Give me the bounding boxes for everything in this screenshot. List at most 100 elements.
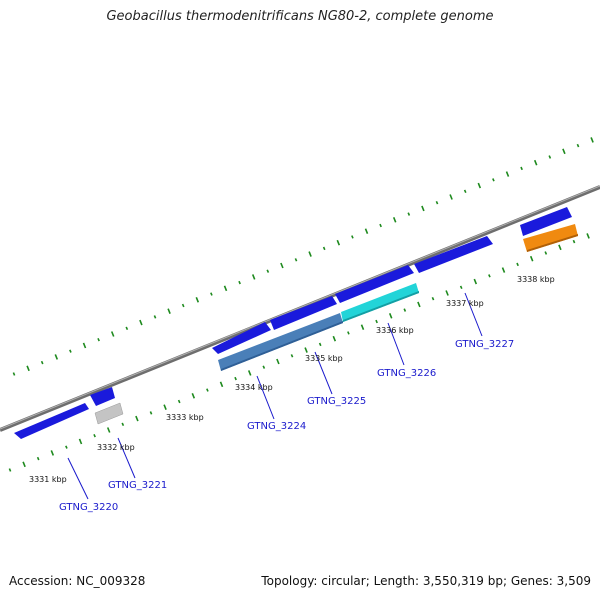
- scale-tick: [558, 244, 562, 251]
- scale-tick: [36, 456, 40, 461]
- gene-block-grey[interactable]: [94, 402, 124, 425]
- length-label: Length:: [373, 574, 420, 588]
- scale-tick: [375, 319, 378, 324]
- scale-tick: [65, 445, 68, 449]
- genome-stats: Topology: circular; Length: 3,550,319 bp…: [261, 574, 591, 588]
- genome-title: Geobacillus thermodenitrificans NG80-2, …: [106, 9, 494, 24]
- scale-label: 3332 kbp: [97, 443, 135, 452]
- gene-label[interactable]: GTNG_3227: [455, 339, 514, 350]
- scale-tick: [195, 297, 200, 303]
- scale-tick: [548, 155, 552, 159]
- scale-tick: [572, 239, 576, 244]
- scale-tick: [505, 171, 510, 177]
- scale-tick: [520, 166, 523, 171]
- gene-arrow[interactable]: [335, 265, 414, 303]
- scale-tick: [407, 212, 411, 216]
- scale-tick: [26, 365, 30, 372]
- scale-tick: [322, 246, 326, 251]
- scale-tick: [82, 342, 87, 349]
- scale-tick: [347, 331, 350, 335]
- scale-tick: [280, 262, 284, 269]
- scale-tick: [40, 360, 44, 365]
- scale-tick: [177, 399, 181, 404]
- scale-tick: [586, 233, 590, 239]
- scale-tick: [576, 143, 580, 148]
- gene-block-cyan[interactable]: [341, 283, 419, 322]
- accession-value: NC_009328: [76, 574, 146, 588]
- scale-tick: [163, 404, 167, 410]
- gene-label[interactable]: GTNG_3220: [59, 502, 118, 513]
- scale-tick: [50, 450, 55, 456]
- gene-arrow[interactable]: [90, 387, 115, 406]
- scale-tick: [445, 290, 449, 296]
- gene-arrow[interactable]: [414, 236, 493, 273]
- inner-tick-ring: [8, 233, 590, 472]
- scale-tick: [590, 137, 594, 143]
- gene-labels: GTNG_3220 GTNG_3221 GTNG_3224 GTNG_3225 …: [59, 339, 514, 513]
- scale-tick: [364, 228, 369, 234]
- scale-tick: [308, 251, 312, 257]
- scale-tick: [135, 415, 139, 422]
- scale-label: 3331 kbp: [29, 475, 67, 484]
- scale-tick: [139, 319, 143, 326]
- scale-tick: [153, 315, 157, 319]
- scale-tick: [223, 285, 228, 292]
- scale-tick: [234, 376, 237, 381]
- length-value: 3,550,319 bp: [422, 574, 503, 588]
- scale-tick: [529, 255, 534, 262]
- scale-tick: [435, 200, 439, 205]
- scale-tick: [78, 438, 83, 445]
- gene-label[interactable]: GTNG_3226: [377, 368, 436, 379]
- scale-tick: [97, 337, 100, 342]
- gene-arrow[interactable]: [270, 296, 337, 330]
- scale-tick: [12, 372, 16, 376]
- reverse-strand-genes: [94, 224, 578, 425]
- gene-block-steel[interactable]: [218, 313, 343, 371]
- scale-tick: [8, 468, 12, 472]
- scale-tick: [251, 274, 256, 280]
- scale-tick: [149, 411, 153, 415]
- scale-tick: [533, 159, 538, 166]
- accession-label: Accession:: [9, 574, 73, 588]
- scale-tick: [431, 296, 435, 301]
- scale-tick: [417, 301, 421, 308]
- scale-label: 3334 kbp: [235, 383, 273, 392]
- scale-label: 3338 kbp: [517, 275, 555, 284]
- gene-label[interactable]: GTNG_3221: [108, 480, 167, 491]
- scale-label: 3337 kbp: [446, 299, 484, 308]
- scale-tick: [191, 393, 196, 399]
- gene-label[interactable]: GTNG_3225: [307, 396, 366, 407]
- scale-tick: [388, 313, 393, 319]
- scale-tick: [516, 262, 519, 267]
- scale-tick: [403, 308, 407, 312]
- accession-info: Accession: NC_009328: [9, 574, 145, 588]
- scale-tick: [106, 427, 111, 433]
- scale-tick: [379, 223, 382, 228]
- genes-value: 3,509: [556, 574, 591, 588]
- scale-tick: [392, 217, 397, 223]
- scale-label: 3336 kbp: [376, 326, 414, 335]
- topology-value: circular: [321, 574, 366, 588]
- scale-tick: [266, 269, 270, 273]
- gene-block-orange[interactable]: [523, 224, 578, 252]
- scale-tick: [477, 182, 482, 189]
- scale-tick: [276, 358, 280, 365]
- scale-tick: [290, 354, 294, 358]
- scale-tick: [492, 178, 495, 182]
- gene-block-steel-shade: [221, 321, 343, 371]
- gene-block-cyan-shade: [343, 291, 419, 322]
- gene-arrow[interactable]: [14, 403, 89, 439]
- scale-tick: [167, 308, 171, 314]
- gene-arrow[interactable]: [212, 322, 271, 354]
- scale-label: 3335 kbp: [305, 354, 343, 363]
- scale-tick: [238, 280, 241, 285]
- scale-tick: [318, 342, 322, 347]
- scale-labels: 3331 kbp 3332 kbp 3333 kbp 3334 kbp 3335…: [29, 275, 555, 484]
- scale-tick: [421, 205, 425, 212]
- gene-arrow[interactable]: [520, 207, 572, 236]
- scale-tick: [206, 388, 209, 392]
- scale-tick: [181, 303, 185, 308]
- scale-tick: [93, 433, 96, 438]
- gene-label[interactable]: GTNG_3224: [247, 421, 306, 432]
